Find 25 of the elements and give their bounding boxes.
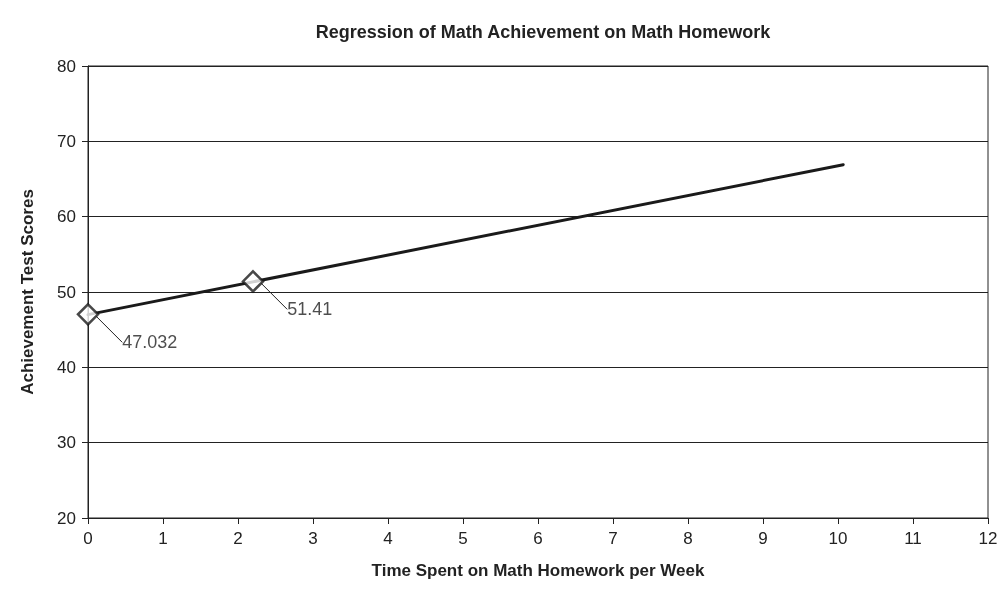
x-tick-label: 3 bbox=[308, 529, 318, 548]
y-tick-label: 80 bbox=[57, 56, 76, 76]
x-tick-label: 8 bbox=[683, 529, 693, 548]
y-tick-label: 40 bbox=[57, 357, 76, 377]
y-tick-label: 70 bbox=[57, 131, 76, 151]
x-tick-label: 7 bbox=[608, 529, 618, 548]
x-tick-label: 5 bbox=[458, 529, 468, 548]
y-tick-label: 60 bbox=[57, 207, 76, 227]
y-axis-title: Achievement Test Scores bbox=[18, 189, 37, 395]
x-tick-label: 12 bbox=[978, 529, 998, 548]
x-tick-label: 2 bbox=[233, 529, 243, 548]
x-axis-title: Time Spent on Math Homework per Week bbox=[371, 561, 705, 580]
x-tick-label: 1 bbox=[158, 529, 168, 548]
y-tick-label: 50 bbox=[57, 282, 76, 302]
y-tick-label: 20 bbox=[57, 508, 76, 528]
x-tick-label: 0 bbox=[83, 529, 93, 548]
data-label: 51.41 bbox=[287, 299, 333, 320]
x-tick-label: 11 bbox=[904, 529, 922, 548]
y-tick-label: 30 bbox=[57, 433, 76, 453]
data-label: 47.032 bbox=[122, 332, 178, 353]
x-tick-label: 10 bbox=[828, 529, 848, 548]
x-tick-label: 4 bbox=[383, 529, 393, 548]
chart-title: Regression of Math Achievement on Math Homework bbox=[315, 22, 772, 42]
x-tick-label: 6 bbox=[533, 529, 543, 548]
x-tick-label: 9 bbox=[758, 529, 768, 548]
